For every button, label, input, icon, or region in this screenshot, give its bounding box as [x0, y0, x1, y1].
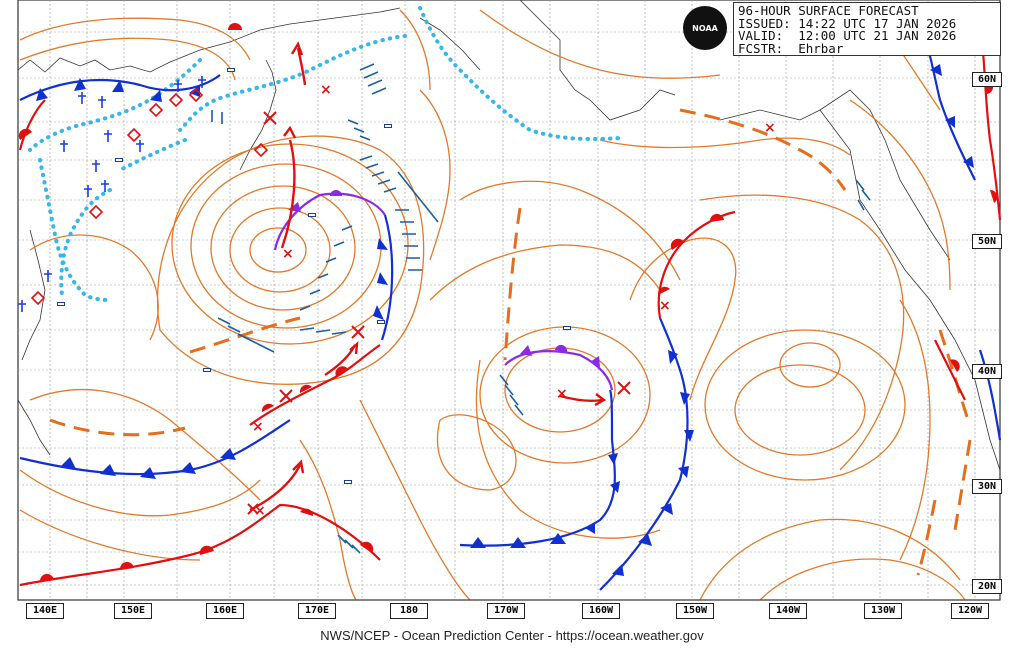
latitude-label: 20N: [972, 579, 1002, 594]
boxed-warning-label: [227, 68, 235, 72]
header-issued: ISSUED: 14:22 UTC 17 JAN 2026: [738, 15, 957, 31]
boxed-warning-label: [377, 320, 385, 324]
future-position-marks: [247, 111, 631, 515]
credit-line: NWS/NCEP - Ocean Prediction Center - htt…: [320, 628, 704, 643]
boxed-warning-label: [384, 124, 392, 128]
latitude-label: 50N: [972, 234, 1002, 249]
longitude-label: 140E: [26, 603, 64, 619]
boxed-warning-label: [203, 368, 211, 372]
low-center-x-icon: ×: [556, 386, 568, 402]
cold-front-triangles: [36, 64, 974, 576]
longitude-label: 150W: [676, 603, 714, 619]
noaa-logo: NOAA: [683, 6, 727, 50]
longitude-label: 180: [390, 603, 428, 619]
freezing-spray-symbols: [18, 76, 206, 312]
header-forecaster: FCSTR: Ehrbar: [738, 40, 844, 56]
boxed-warning-label: [115, 158, 123, 162]
troughs: [49, 108, 972, 576]
longitude-label: 140W: [769, 603, 807, 619]
header-title: 96-HOUR SURFACE FORECAST: [738, 3, 919, 18]
longitude-label: 170E: [298, 603, 336, 619]
occluded-front-symbols: [288, 190, 600, 367]
latitude-label: 60N: [972, 72, 1002, 87]
isobars: [19, 9, 966, 601]
ice-edge: [28, 6, 622, 302]
longitude-label: 120W: [951, 603, 989, 619]
low-center-x-icon: ×: [320, 82, 332, 98]
boxed-warning-label: [57, 302, 65, 306]
longitude-label: 170W: [487, 603, 525, 619]
wind-barbs: [211, 63, 871, 554]
noaa-logo-text: NOAA: [692, 23, 718, 33]
longitude-label: 160E: [206, 603, 244, 619]
graticule: [18, 0, 1000, 600]
occluded-fronts: [273, 192, 614, 391]
boxed-warning-label: [563, 326, 571, 330]
latitude-label: 30N: [972, 479, 1002, 494]
latitude-label: 40N: [972, 364, 1002, 379]
longitude-label: 160W: [582, 603, 620, 619]
warm-front-semicircles: [18, 23, 998, 582]
freezing-spray-diamonds: [30, 87, 269, 306]
header-valid: VALID: 12:00 UTC 21 JAN 2026: [738, 28, 957, 43]
low-center-x-icon: ×: [764, 120, 776, 136]
longitude-label: 150E: [114, 603, 152, 619]
low-center-x-icon: ×: [252, 419, 264, 435]
low-center-x-icon: ×: [254, 503, 266, 519]
longitude-label: 130W: [864, 603, 902, 619]
forecast-header: 96-HOUR SURFACE FORECAST ISSUED: 14:22 U…: [733, 2, 1001, 56]
boxed-warning-label: [308, 213, 316, 217]
boxed-warning-label: [344, 480, 352, 484]
low-center-x-icon: ×: [659, 298, 671, 314]
low-center-x-icon: ×: [282, 246, 294, 262]
